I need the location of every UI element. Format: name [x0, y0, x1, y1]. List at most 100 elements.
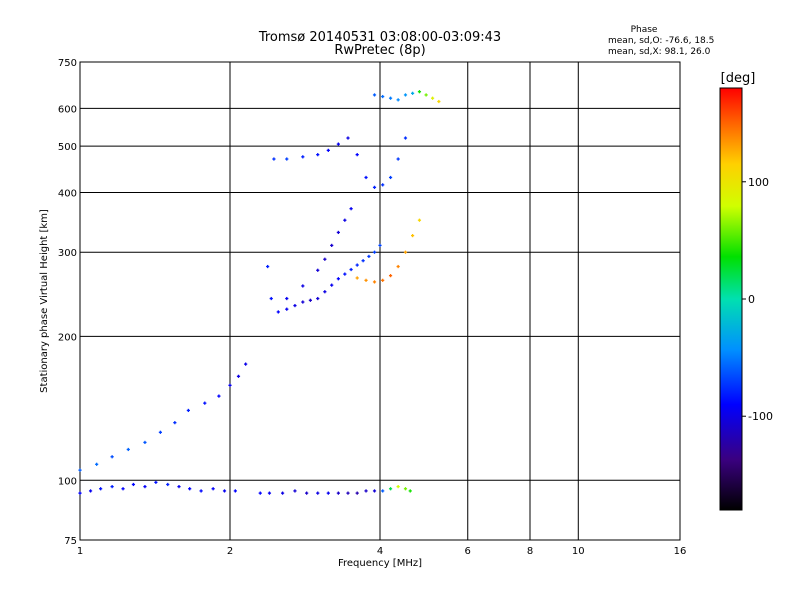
data-point — [266, 264, 270, 269]
data-point — [158, 430, 163, 434]
data-point — [355, 153, 359, 157]
data-point — [301, 155, 305, 159]
y-tick-label: 100 — [58, 476, 77, 487]
data-point — [228, 383, 232, 387]
data-point — [186, 408, 190, 413]
y-tick-labels: 75 100 200 300 400 500 600 750 — [58, 58, 77, 547]
data-point — [110, 485, 114, 489]
data-point — [177, 485, 181, 489]
data-point — [396, 157, 400, 161]
phase-mean-o: mean, sd,O: -76.6, 18.5 — [608, 36, 714, 46]
data-point — [305, 491, 309, 495]
chart-subtitle: RwPretec (8p) — [334, 43, 425, 58]
data-point — [326, 491, 330, 495]
data-point — [88, 489, 93, 493]
x-tick-label: 1 — [77, 546, 83, 557]
phase-title: Phase — [631, 25, 658, 35]
y-tick-label: 300 — [58, 248, 77, 259]
colorbar-ticks: -100 0 100 — [742, 176, 773, 423]
data-point — [424, 93, 428, 97]
y-tick-label: 600 — [58, 104, 77, 115]
data-point — [403, 136, 408, 140]
colorbar — [719, 87, 743, 511]
data-point — [408, 489, 412, 493]
data-point — [78, 491, 82, 495]
data-point — [323, 290, 327, 294]
y-tick-label: 750 — [58, 58, 77, 69]
data-point — [388, 96, 393, 100]
data-point — [316, 153, 320, 157]
data-point — [388, 487, 393, 491]
data-point — [285, 307, 289, 311]
data-point — [143, 485, 147, 489]
data-point — [211, 487, 215, 491]
data-point — [280, 491, 285, 495]
data-point — [410, 233, 415, 238]
data-point — [437, 99, 441, 104]
data-point — [372, 185, 377, 189]
data-point — [285, 157, 289, 161]
data-point — [78, 468, 82, 472]
data-point — [410, 91, 415, 95]
data-point — [326, 148, 330, 152]
data-point — [272, 157, 276, 161]
data-point — [396, 485, 400, 489]
data-point — [364, 278, 368, 282]
data-point — [285, 296, 289, 301]
data-point — [343, 218, 347, 222]
data-point — [301, 284, 305, 288]
y-tick-label: 500 — [58, 142, 77, 153]
data-point — [267, 491, 272, 495]
x-tick-label: 4 — [377, 546, 383, 557]
data-point — [372, 489, 377, 493]
data-point — [121, 487, 125, 491]
x-axis-label: Frequency [MHz] — [338, 558, 422, 569]
data-point — [276, 310, 280, 314]
data-point — [217, 394, 221, 398]
data-point — [154, 480, 158, 484]
data-point — [244, 362, 248, 366]
data-point — [388, 274, 393, 278]
data-point — [346, 136, 350, 140]
data-point — [199, 489, 203, 493]
colorbar-tick-label: 0 — [748, 293, 755, 306]
data-point — [323, 257, 327, 261]
data-point — [131, 482, 136, 487]
data-point — [417, 90, 422, 94]
data-point — [330, 243, 334, 248]
data-point — [293, 303, 297, 308]
data-point — [143, 440, 147, 445]
data-point — [361, 259, 365, 263]
data-point — [316, 268, 320, 272]
y-axis-label: Stationary phase Virtual Height [km] — [39, 209, 50, 393]
data-point — [372, 280, 377, 284]
data-point — [110, 455, 114, 459]
data-point — [364, 489, 368, 493]
data-point — [308, 298, 313, 302]
data-point — [95, 462, 99, 466]
data-point — [381, 278, 385, 282]
data-point — [355, 263, 359, 267]
y-tick-label: 75 — [64, 536, 77, 547]
data-point — [396, 264, 400, 269]
data-point — [346, 491, 350, 495]
data-point — [330, 283, 334, 287]
data-point — [349, 267, 353, 272]
data-point — [233, 489, 237, 493]
data-point — [417, 218, 422, 222]
data-point — [364, 175, 368, 180]
data-point — [367, 254, 371, 259]
data-point — [222, 489, 227, 493]
data-point — [403, 250, 408, 254]
x-tick-label: 6 — [465, 546, 471, 557]
colorbar-tick-label: 100 — [748, 176, 769, 189]
data-point — [378, 243, 382, 248]
data-point — [316, 491, 320, 495]
data-point — [173, 421, 177, 425]
colorbar-label: [deg] — [721, 71, 756, 86]
data-point — [203, 401, 207, 405]
data-point — [343, 272, 347, 276]
data-point — [381, 183, 385, 187]
x-tick-labels: 1 2 4 6 8 10 16 — [77, 546, 687, 557]
data-point — [336, 230, 340, 235]
